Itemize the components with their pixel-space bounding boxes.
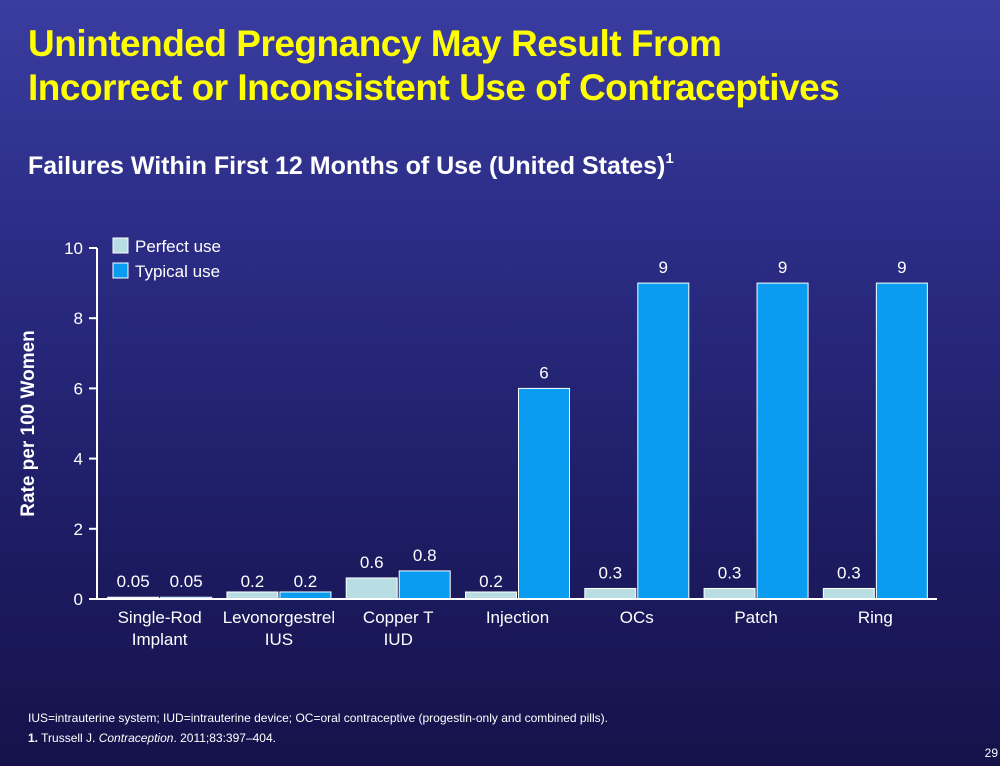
chart-subtitle: Failures Within First 12 Months of Use (… xyxy=(28,150,674,181)
title-line-1: Unintended Pregnancy May Result From xyxy=(28,23,722,64)
perfect-use-bar xyxy=(345,577,398,600)
y-tick-label: 8 xyxy=(74,309,83,328)
perfect-use-bar xyxy=(465,591,517,600)
typical-use-value-label: 0.2 xyxy=(294,572,318,591)
perfect-use-value-label: 0.3 xyxy=(598,563,622,582)
reference-details: . 2011;83:397–404. xyxy=(173,731,276,745)
perfect-use-value-label: 0.3 xyxy=(837,563,861,582)
reference-journal: Contraception xyxy=(98,731,174,745)
perfect-use-value-label: 0.05 xyxy=(117,572,150,591)
typical-use-value-label: 0.05 xyxy=(170,572,203,591)
y-axis-title: Rate per 100 Women xyxy=(18,330,39,517)
typical-use-value-label: 9 xyxy=(778,258,787,277)
abbreviation-note: IUS=intrauterine system; IUD=intrauterin… xyxy=(28,711,608,725)
typical-use-bar xyxy=(756,282,809,600)
perfect-use-bar xyxy=(584,587,637,600)
x-category-label: Patch xyxy=(734,608,777,627)
reference-author: Trussell J. xyxy=(41,731,96,745)
y-tick-label: 10 xyxy=(64,239,83,258)
perfect-use-value-label: 0.2 xyxy=(479,572,503,591)
typical-use-bar xyxy=(637,282,690,600)
perfect-use-bar xyxy=(703,587,756,600)
title-line-2: Incorrect or Inconsistent Use of Contrac… xyxy=(28,67,840,108)
subtitle-reference: 1 xyxy=(665,150,674,167)
bar-chart: 0 2 4 6 8 10 Rate per 100 Women 0.05 0.05 Single-… xyxy=(18,237,928,649)
slide-title: Unintended Pregnancy May Result From Inc… xyxy=(28,22,840,110)
x-category-label: IUS xyxy=(265,630,293,649)
typical-use-bar xyxy=(279,591,332,600)
x-category-label: IUD xyxy=(384,630,413,649)
legend-swatch-typical-use xyxy=(112,262,129,279)
footnotes: IUS=intrauterine system; IUD=intrauterin… xyxy=(28,708,608,748)
x-category-label: Ring xyxy=(858,608,893,627)
subtitle-text: Failures Within First 12 Months of Use (… xyxy=(28,152,666,180)
typical-use-value-label: 6 xyxy=(539,363,548,382)
perfect-use-bar xyxy=(226,591,279,600)
legend-swatch-perfect-use xyxy=(112,237,129,254)
typical-use-value-label: 9 xyxy=(659,258,668,277)
x-category-label: Levonorgestrel xyxy=(223,608,335,627)
x-category-label: Copper T xyxy=(363,608,434,627)
x-category-label: Single-Rod xyxy=(118,608,202,627)
typical-use-bar xyxy=(398,570,451,600)
perfect-use-value-label: 0.2 xyxy=(241,572,265,591)
perfect-use-value-label: 0.3 xyxy=(718,563,742,582)
page-number: 29 xyxy=(984,746,998,760)
reference-number: 1. xyxy=(28,731,39,745)
typical-use-value-label: 9 xyxy=(897,258,906,277)
x-category-label: Injection xyxy=(486,608,549,627)
typical-use-value-label: 0.8 xyxy=(413,546,437,565)
y-tick-label: 6 xyxy=(74,379,83,398)
x-category-label: OCs xyxy=(620,608,654,627)
typical-use-bar xyxy=(875,282,928,600)
perfect-use-value-label: 0.6 xyxy=(360,553,384,572)
y-tick-label: 2 xyxy=(74,520,83,539)
x-category-label: Implant xyxy=(132,630,188,649)
y-tick-label: 0 xyxy=(74,590,83,609)
typical-use-bar xyxy=(518,387,570,600)
y-tick-label: 4 xyxy=(74,450,83,469)
legend-label-typical-use: Typical use xyxy=(135,262,220,281)
perfect-use-bar xyxy=(822,587,875,600)
legend-label-perfect-use: Perfect use xyxy=(135,237,221,256)
reference-citation: 1. Trussell J. Contraception. 2011;83:39… xyxy=(28,728,608,748)
